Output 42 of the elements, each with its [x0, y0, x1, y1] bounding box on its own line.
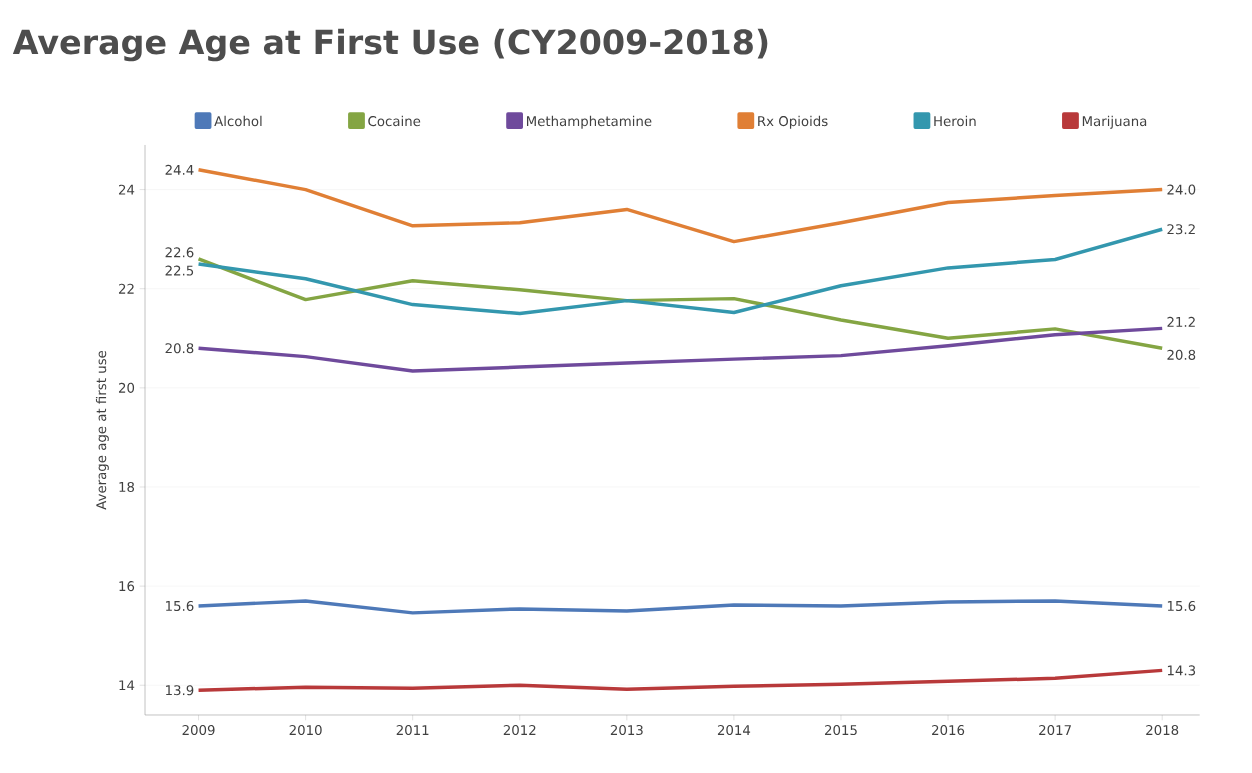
data-label: 20.8: [165, 343, 194, 354]
data-label: 20.8: [1167, 349, 1196, 360]
x-tick-label: 2010: [289, 725, 322, 736]
data-label: 13.9: [166, 685, 194, 696]
y-tick-label: 20: [118, 382, 135, 393]
x-tick-label: 2013: [610, 725, 643, 736]
chart-title: Average Age at First Use (CY2009-2018): [12, 28, 768, 62]
legend-label: Alcohol: [214, 115, 262, 127]
data-label: 22.6: [165, 247, 194, 258]
line-series: [196, 668, 1164, 692]
y-axis-title: Average age at first use: [95, 350, 109, 510]
y-tick-label: 16: [119, 581, 135, 592]
legend-label: Methamphetamine: [526, 115, 652, 129]
legend-label: Marijuana: [1082, 115, 1147, 129]
y-tick-label: 18: [119, 481, 135, 493]
data-label: 21.2: [1167, 316, 1195, 327]
x-tick-label: 2011: [396, 725, 429, 736]
data-label: 22.5: [165, 265, 194, 276]
x-tick-label: 2016: [932, 725, 965, 736]
x-tick-label: 2018: [1146, 725, 1179, 736]
legend-label: Heroin: [934, 115, 976, 127]
x-tick-label: 2009: [182, 725, 215, 736]
legend-label: Rx Opioids: [758, 115, 828, 129]
line-series: [196, 168, 1164, 244]
line-series: [196, 599, 1164, 615]
y-tick-label: 24: [118, 184, 135, 195]
line-series: [196, 257, 1164, 350]
data-label: 24.0: [1167, 184, 1196, 195]
data-label: 24.4: [165, 164, 194, 175]
line-series: [196, 227, 1164, 316]
x-tick-label: 2014: [717, 725, 751, 736]
legend-label: Cocaine: [368, 115, 421, 127]
x-tick-label: 2015: [824, 725, 857, 736]
y-tick-label: 14: [119, 680, 135, 691]
data-label: 23.2: [1167, 224, 1195, 235]
x-tick-label: 2017: [1039, 725, 1071, 736]
data-label: 15.6: [1167, 600, 1196, 611]
data-label: 14.3: [1167, 665, 1196, 676]
x-tick-label: 2012: [503, 725, 536, 736]
data-label: 15.6: [166, 600, 194, 611]
y-tick-label: 22: [118, 283, 134, 294]
line-series: [196, 326, 1164, 373]
